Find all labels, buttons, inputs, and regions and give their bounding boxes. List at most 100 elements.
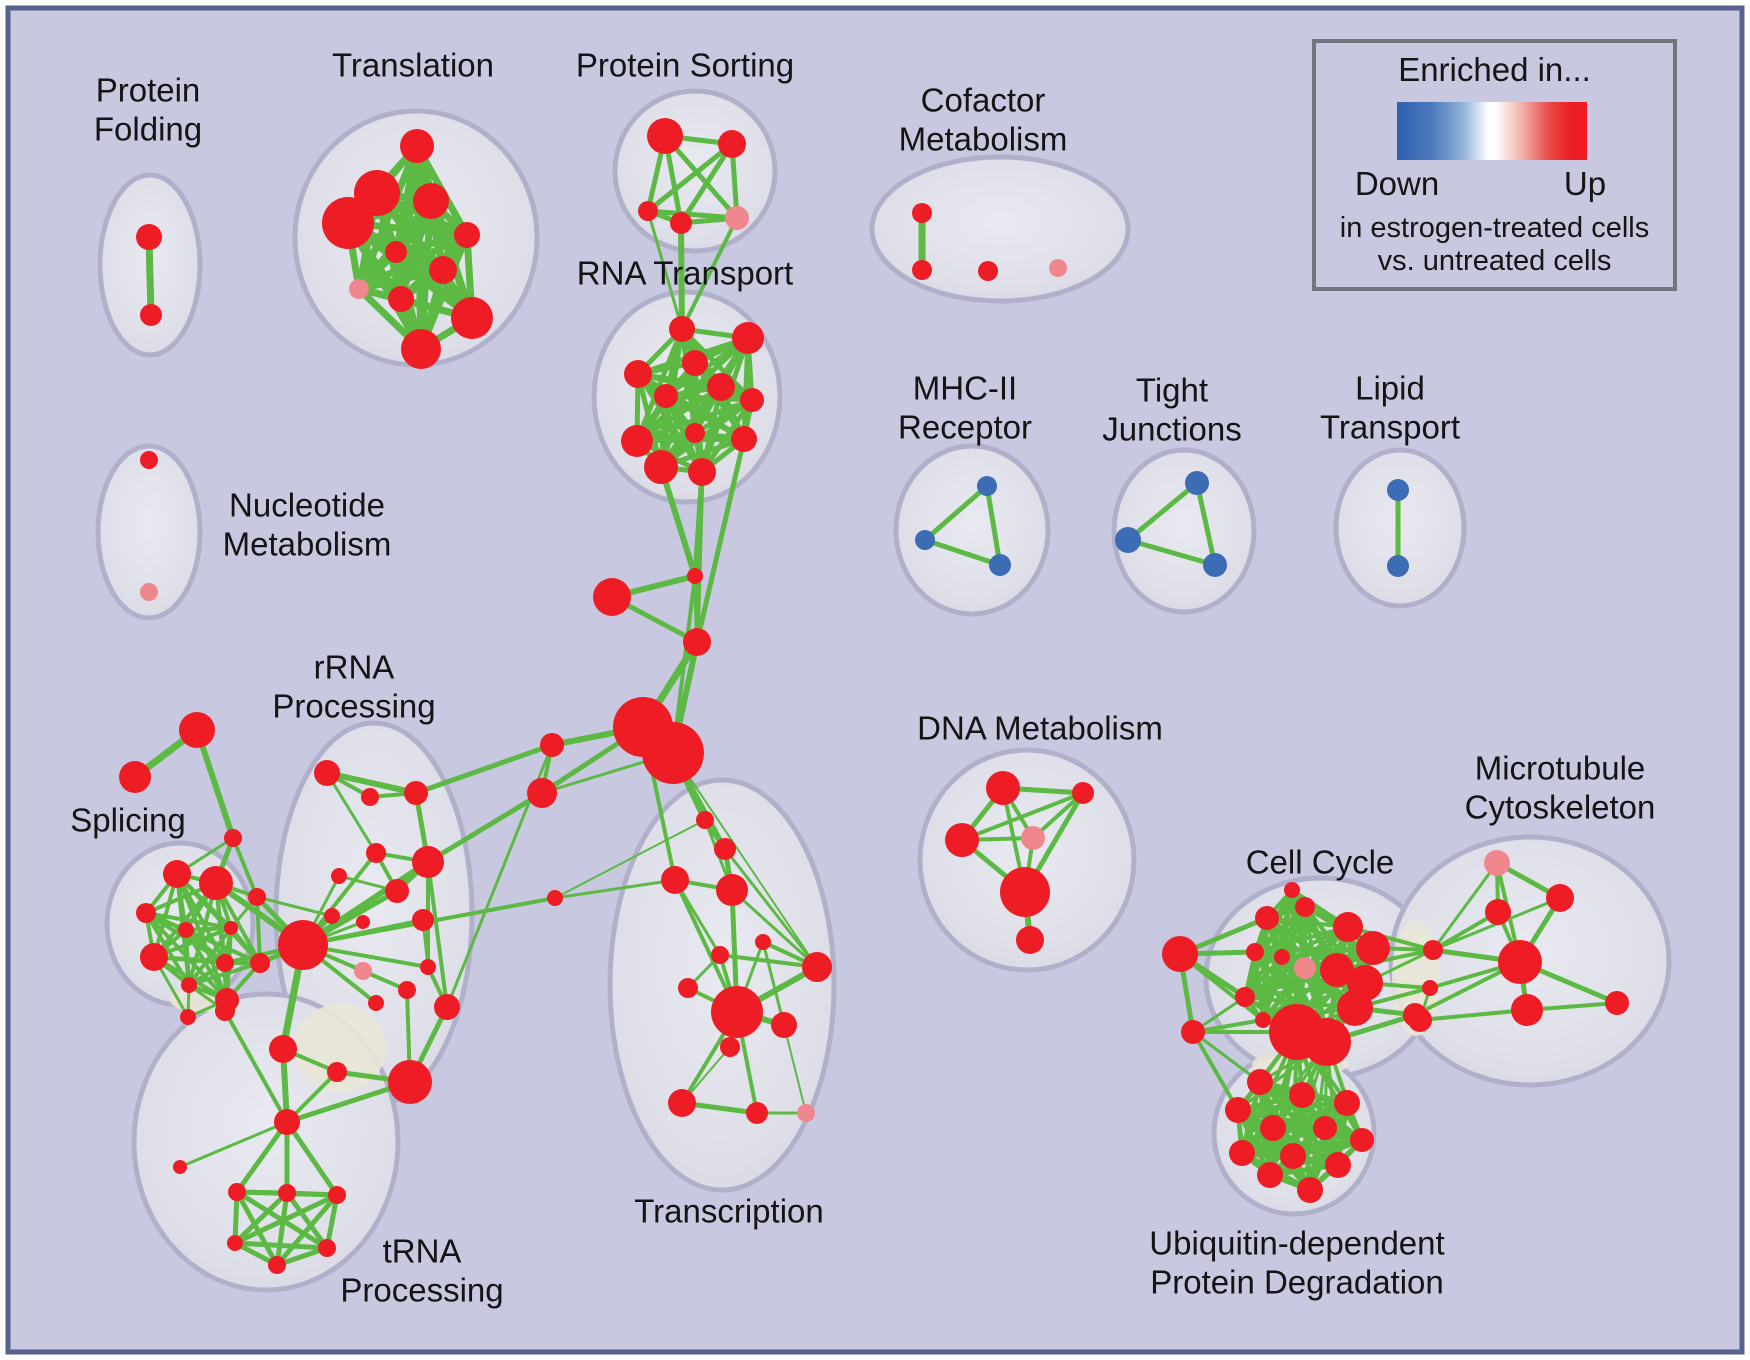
node-cc4 <box>1246 943 1264 961</box>
edge-tn3-tn4 <box>232 1192 340 1246</box>
node-ub10 <box>1325 1152 1351 1178</box>
cluster-ellipse-nucleotide-metabolism <box>95 443 203 621</box>
node-m3 <box>989 554 1011 576</box>
cluster-label-dna-metabolism: DNA Metabolism <box>917 710 1163 747</box>
node-rr7 <box>385 879 409 903</box>
node-rt7 <box>740 388 764 412</box>
edge-cc7-cc11 <box>1261 946 1375 1022</box>
node-ub1 <box>1247 1069 1273 1095</box>
node-pf2 <box>140 304 162 326</box>
node-t5 <box>711 946 729 964</box>
node-sp4 <box>178 922 194 938</box>
node-tn4 <box>227 1235 243 1251</box>
node-dn5 <box>1000 867 1050 917</box>
edge-c6-t1 <box>554 819 706 899</box>
edge-rr19-rr6 <box>426 860 449 1009</box>
node-rr18 <box>388 1060 432 1104</box>
node-mtB <box>1498 940 1542 984</box>
node-ub9 <box>1280 1143 1306 1169</box>
node-ub6 <box>1313 1116 1337 1140</box>
node-sp9 <box>248 888 266 906</box>
node-sp6 <box>140 943 168 971</box>
edge-ccL2-ub4 <box>1191 1030 1240 1112</box>
node-tri2 <box>119 761 151 793</box>
node-sp5 <box>224 921 238 935</box>
node-rr6 <box>412 846 444 878</box>
node-t9 <box>711 986 763 1038</box>
cluster-labels: Protein Folding Translation Protein Sorting… <box>70 47 1655 1309</box>
node-ccL2 <box>1181 1020 1205 1044</box>
node-sp3 <box>136 903 156 923</box>
cluster-label-transcription: Transcription <box>634 1193 824 1230</box>
node-rrhub <box>278 920 328 970</box>
edge-rr16-th <box>223 1009 289 1124</box>
edge-ps2-ps3 <box>645 141 735 214</box>
node-t10 <box>771 1012 797 1038</box>
edge-c5-rr6 <box>425 790 545 865</box>
node-rr5 <box>331 868 347 884</box>
node-l2 <box>1387 555 1409 577</box>
edge-rt7-rt8 <box>634 397 755 444</box>
node-tl3 <box>413 183 449 219</box>
node-mt3 <box>1511 994 1543 1026</box>
cluster-label-nucleotide-metabolism: Nucleotide Metabolism <box>223 487 392 563</box>
node-ub7 <box>1350 1128 1374 1152</box>
node-sp8 <box>181 977 197 993</box>
node-ccB2 <box>1303 1018 1351 1066</box>
node-rt6 <box>654 384 678 408</box>
node-tl5 <box>385 241 407 263</box>
cluster-label-rna-transport: RNA Transport <box>577 255 793 292</box>
edge-ps5-rt1 <box>680 216 739 331</box>
edge-t10-t14 <box>783 1024 807 1114</box>
node-tl1 <box>400 129 434 163</box>
node-c4 <box>540 733 564 757</box>
edge-cc12-mtp <box>1431 861 1499 952</box>
node-c5 <box>527 778 557 808</box>
edge-th-tn1 <box>234 1119 290 1195</box>
edge-tl6-tl8 <box>355 231 471 293</box>
node-ub11 <box>1257 1162 1283 1188</box>
cluster-label-translation: Translation <box>332 47 494 84</box>
edge-sp3-sp5 <box>144 911 233 930</box>
node-ccL <box>1162 936 1198 972</box>
edge-c4-rr3 <box>413 742 555 796</box>
edge-rt10-c3 <box>694 436 747 645</box>
node-t12 <box>668 1089 696 1117</box>
node-tn3 <box>328 1186 346 1204</box>
node-n1 <box>140 451 158 469</box>
node-c3 <box>683 628 711 656</box>
node-rr4 <box>366 843 386 863</box>
edge-t2-t7 <box>723 847 819 969</box>
node-sp11 <box>180 1009 196 1025</box>
cluster-label-lipid-transport: Lipid Transport <box>1320 370 1460 446</box>
cluster-label-cell-cycle: Cell Cycle <box>1246 844 1395 881</box>
node-rt4 <box>624 360 652 388</box>
edge-sp8-sp12 <box>187 961 262 987</box>
node-c6 <box>547 890 563 906</box>
cluster-label-rrna-processing: rRNA Processing <box>272 649 435 725</box>
node-sp7 <box>216 954 234 972</box>
node-tn1 <box>228 1183 246 1201</box>
node-t3 <box>661 866 689 894</box>
node-dn4 <box>1021 826 1045 850</box>
node-rr9 <box>356 915 370 929</box>
edge-j1-j3 <box>1194 480 1218 568</box>
edge-tn2-tn5 <box>284 1190 330 1251</box>
node-rt12 <box>688 458 716 486</box>
edge-sp9-sp12 <box>255 895 262 965</box>
node-ps5 <box>725 206 749 230</box>
node-cc13 <box>1422 980 1438 996</box>
edge-ub7-ub11 <box>1267 1137 1365 1178</box>
node-sp1 <box>163 860 191 888</box>
node-rt3 <box>682 350 708 376</box>
node-m2 <box>915 530 935 550</box>
edge-tn2-tn4 <box>232 1190 290 1246</box>
cluster-ellipse-cofactor-metabolism <box>869 154 1131 304</box>
nodes <box>119 118 1629 1274</box>
edge-blob2-t7 <box>672 752 818 968</box>
node-ub5 <box>1260 1115 1286 1141</box>
node-hub1 <box>593 578 631 616</box>
node-rt8 <box>621 425 653 457</box>
node-t4 <box>716 874 748 906</box>
